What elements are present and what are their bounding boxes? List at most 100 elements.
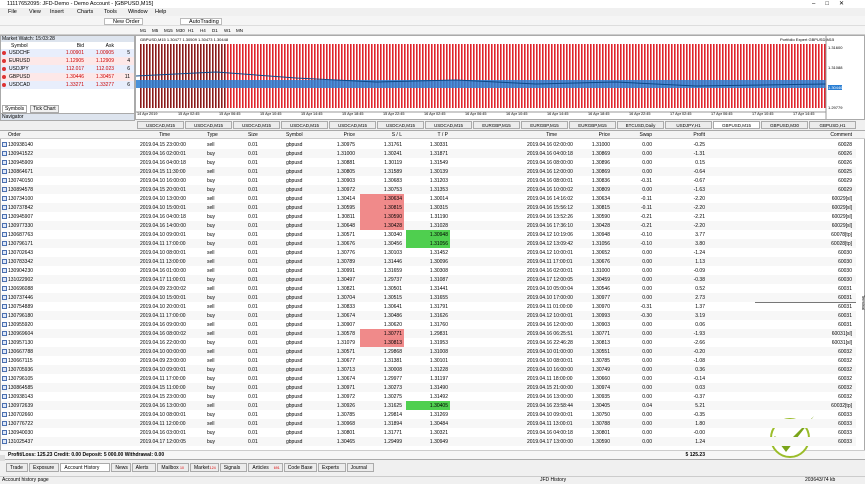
chart-tab[interactable]: GBPUSD,M15 [713,121,760,129]
menu-item[interactable]: Insert [50,9,64,15]
terminal-tab[interactable]: Code Base [283,463,317,472]
terminal-tab[interactable]: Mailbox [157,463,189,472]
chart-tab[interactable]: EURGBP,M15 [473,121,520,129]
cell[interactable]: 130796105 [8,376,34,382]
cell[interactable]: 130938143 [8,394,34,400]
cell[interactable]: 130945907 [8,214,34,220]
cell[interactable]: 130969604 [8,331,34,337]
chart-tab[interactable]: GBPUSD,H1 [809,121,856,129]
column-header[interactable]: Symbol [286,132,303,138]
terminal-tab[interactable]: Signals [219,463,248,472]
chart-tab[interactable]: USDCAD,M15 [281,121,328,129]
autotrading-button[interactable]: AutoTrading [180,18,222,25]
cell[interactable]: 130894578 [8,187,34,193]
menu-item[interactable]: File [8,9,17,15]
chart-tab[interactable]: USDJPY,H1 [665,121,712,129]
terminal-tab[interactable]: Journal [346,463,375,472]
column-header[interactable]: Time [546,132,557,138]
chart-tab[interactable]: EURGBP,M15 [569,121,616,129]
cell[interactable]: 130737446 [8,295,34,301]
terminal-tab[interactable]: Trade [6,463,28,472]
cell[interactable]: 130702643 [8,250,34,256]
cell[interactable]: 131022902 [8,277,34,283]
cell[interactable]: 130734100 [8,196,34,202]
column-header[interactable]: S / L [391,132,402,138]
cell[interactable]: 130957130 [8,340,34,346]
timeframe-button[interactable]: MN [236,28,243,33]
cell[interactable]: 130864671 [8,169,34,175]
cell[interactable]: 130776722 [8,421,34,427]
new-order-button[interactable]: New Order [104,18,143,25]
mw-cell[interactable]: USDJPY [9,66,29,72]
timeframe-button[interactable]: W1 [224,28,231,33]
column-header[interactable]: Time [159,132,170,138]
terminal-tab[interactable]: Exposure [29,463,60,472]
cell[interactable]: 130940030 [8,430,34,436]
cell[interactable]: 130977330 [8,223,34,229]
column-header[interactable]: Price [343,132,355,138]
cell[interactable]: 130938140 [8,142,34,148]
chart-tab[interactable]: USDCAD,M15 [137,121,184,129]
chart-tab[interactable]: USDCAD,M15 [425,121,472,129]
chart-tab[interactable]: USDCAD,M15 [329,121,376,129]
cell[interactable]: 130904230 [8,268,34,274]
cell[interactable]: 130783342 [8,259,34,265]
menu-item[interactable]: Tools [104,9,117,15]
cell[interactable]: 130705936 [8,367,34,373]
column-header[interactable]: Swap [639,132,652,138]
cell[interactable]: 130941522 [8,151,34,157]
column-header[interactable]: Profit [693,132,705,138]
cell[interactable]: 130955920 [8,322,34,328]
cell[interactable]: 130667788 [8,349,34,355]
mw-cell[interactable]: GBPUSD [9,74,31,80]
mw-cell[interactable]: USDCAD [9,82,31,88]
mw-tab[interactable]: Tick Chart [30,105,59,113]
cell[interactable]: 130737842 [8,205,34,211]
terminal-tab[interactable]: Account History [60,463,111,472]
chart-tab[interactable]: EURGBP,M15 [521,121,568,129]
cell[interactable]: 130696088 [8,286,34,292]
timeframe-button[interactable]: M15 [164,28,173,33]
cell[interactable]: 130796180 [8,313,34,319]
cell[interactable]: 130972639 [8,403,34,409]
cell[interactable]: 130864585 [8,385,34,391]
chart-tab[interactable]: USDCAD,M15 [377,121,424,129]
column-header[interactable]: Price [598,132,610,138]
timeframe-button[interactable]: M5 [152,28,159,33]
timeframe-button[interactable]: H1 [188,28,194,33]
terminal-tab[interactable]: Articles [248,463,283,472]
cell[interactable]: 131025437 [8,439,34,445]
terminal-tab[interactable]: Market [190,463,219,472]
chart-tab[interactable]: USDCAD,M15 [185,121,232,129]
cell[interactable]: 130754889 [8,304,34,310]
chart-tab[interactable]: GBPUSD,M30 [761,121,808,129]
cell[interactable]: 130687763 [8,232,34,238]
terminal-tab[interactable]: Experts [318,463,346,472]
mw-cell[interactable]: USDCHF [9,50,30,56]
cell[interactable]: 130740150 [8,178,34,184]
menu-item[interactable]: Help [155,9,167,15]
terminal-tab[interactable]: Alerts [131,463,157,472]
cell[interactable]: 130667115 [8,358,33,364]
column-header[interactable]: T / P [437,132,448,138]
cell[interactable]: 130702660 [8,412,34,418]
timeframe-button[interactable]: M1 [140,28,147,33]
menu-item[interactable]: Window [128,9,148,15]
mw-tab[interactable]: Symbols [2,105,28,113]
terminal-tab[interactable]: News [111,463,131,472]
mw-cell[interactable]: EURUSD [9,58,31,64]
window-controls[interactable]: –□✕ [812,1,854,7]
menu-item[interactable]: Charts [77,9,94,15]
column-header[interactable]: Comment [830,132,852,138]
timeframe-button[interactable]: D1 [212,28,218,33]
menu-item[interactable]: View [29,9,41,15]
column-header[interactable]: Type [207,132,218,138]
chart-tab[interactable]: USDCAD,M15 [233,121,280,129]
column-header[interactable]: Order [8,132,21,138]
column-header[interactable]: Size [248,132,258,138]
cell[interactable]: 130945909 [8,160,34,166]
timeframe-button[interactable]: M30 [176,28,185,33]
chart-tab[interactable]: BTCUSD,Daily [617,121,664,129]
timeframe-button[interactable]: H4 [200,28,206,33]
cell[interactable]: 130796171 [8,241,34,247]
